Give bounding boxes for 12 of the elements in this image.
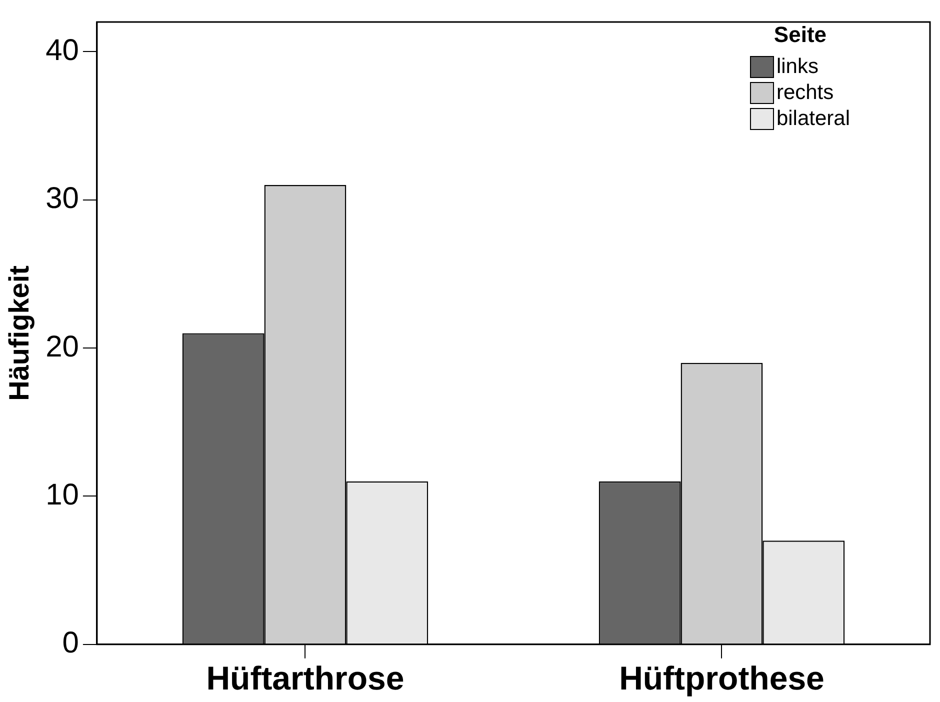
y-tick-label: 10 [46, 478, 79, 512]
y-tick-label: 20 [46, 330, 79, 364]
y-tick-label: 40 [46, 34, 79, 67]
legend-label: rechts [776, 81, 834, 105]
legend-title: Seite [772, 22, 828, 48]
y-tick-label: 0 [62, 626, 79, 660]
y-tick-label: 30 [46, 182, 79, 216]
legend-label: bilateral [776, 107, 850, 131]
x-tick-label: Hüftprothese [619, 659, 824, 696]
y-axis-title: Häufigkeit [4, 266, 35, 401]
legend-label: links [776, 55, 818, 79]
x-tick-label: Hüftarthrose [206, 659, 404, 696]
